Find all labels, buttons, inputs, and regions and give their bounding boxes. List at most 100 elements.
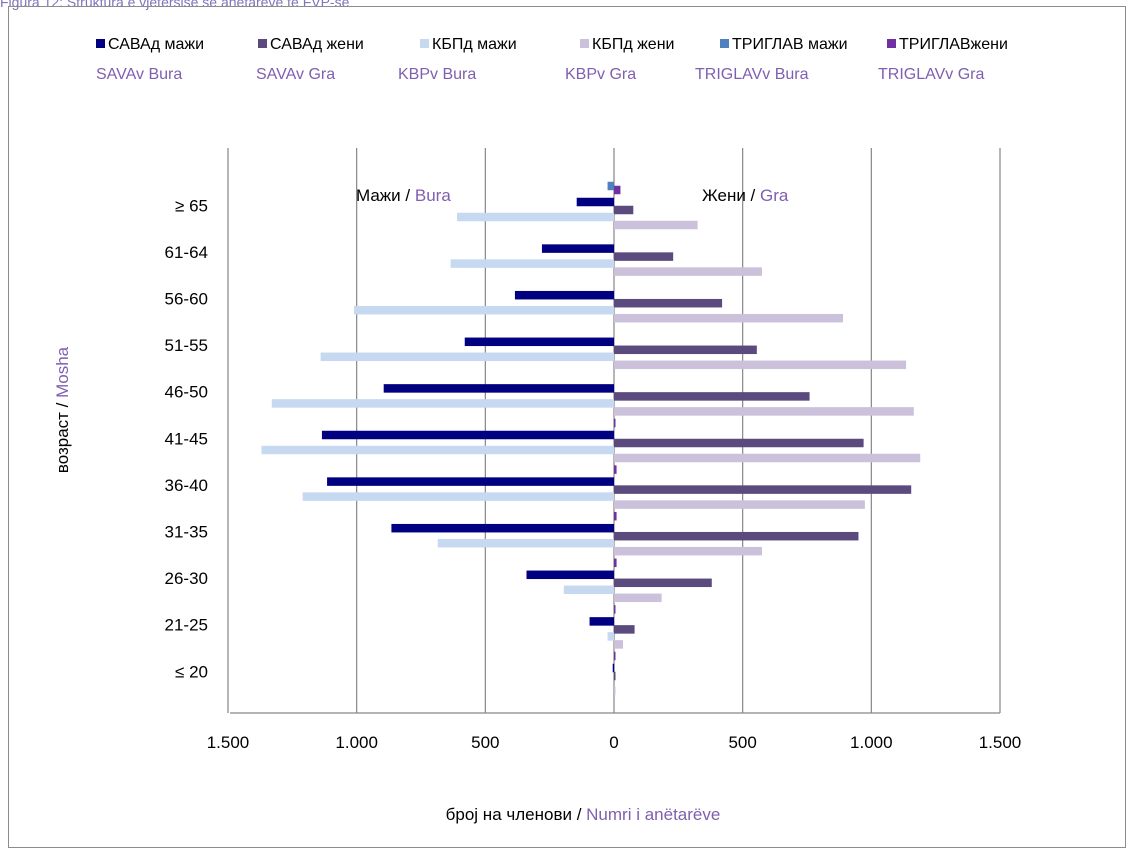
bar [614,418,616,428]
bar [614,686,616,696]
legend-alt-label: SAVAv Gra [256,66,335,83]
bar [614,531,859,541]
legend-label: КБПд жени [592,36,674,53]
legend-label: ТРИГЛАВ мажи [732,36,848,53]
left-annotation-sep: / [401,186,415,205]
bar [541,244,614,253]
figure-caption: Figura 12: Struktura e vjetërsisë së anë… [0,0,350,10]
legend-alt-label: SAVAv Bura [96,66,182,83]
bar [614,205,634,215]
bar-layer [261,181,921,696]
right-annotation: Жени / Gra [702,186,789,205]
bar [614,438,864,448]
y-category-label: ≥ 65 [175,196,208,215]
bar [321,430,614,440]
y-category-label: 46-50 [165,383,208,402]
y-category-label: ≤ 20 [175,662,208,681]
legend-alt-label: KBPv Gra [565,66,636,83]
legend-alt-label: TRIGLAVv Bura [695,66,809,83]
y-category-label: 56-60 [165,290,208,309]
bar [589,617,614,626]
y-category-label: 51-55 [165,336,208,355]
bar [383,384,614,393]
legend-swatch [580,39,589,48]
legend-label: САВАд жени [270,36,364,53]
bar [614,605,616,614]
bar [614,407,914,416]
right-annotation-mk: Жени [702,186,746,205]
bar [271,399,614,408]
bar [614,485,912,494]
y-category-label: 61-64 [165,243,208,262]
bar [514,290,614,300]
bar [614,671,616,681]
grid-layer [227,148,1001,714]
y-category-label: 21-25 [165,616,208,635]
x-tick-label: 1.500 [207,733,250,752]
x-tick-label: 0 [609,733,618,752]
legend-label: САВАд мажи [108,36,204,53]
bar [614,392,810,401]
bar [614,465,617,474]
x-tick-label: 1.500 [979,733,1022,752]
bar [614,625,635,634]
bar [614,558,617,568]
bar [614,185,621,195]
x-axis-title: број на членови / Numri i anëtarëve [446,805,721,824]
bar [614,267,762,276]
x-tick-label: 1.000 [335,733,378,752]
y-axis-title-mk: возраст [53,412,72,473]
bar [614,220,698,230]
y-axis-title-sep: / [53,398,72,412]
bar [614,640,624,649]
legend-alt-label: TRIGLAVv Gra [878,66,984,83]
right-annotation-sq: Gra [760,186,789,205]
bar [607,181,614,191]
y-category-label: 41-45 [165,429,208,448]
bar [526,570,614,580]
bar [576,197,614,207]
left-annotation: Мажи / Bura [356,186,451,205]
legend-label: КБПд мажи [432,36,517,53]
x-axis-title-sep: / [572,805,586,824]
bar [391,523,614,533]
bar [614,578,712,588]
x-tick-label: 500 [728,733,756,752]
bar [614,546,762,556]
bar [261,445,614,455]
legend-swatch [887,39,896,48]
y-axis-title-sq: Mosha [53,346,72,398]
label-layer: 1.500 1.000 500 0 500 1.000 1.500 ≤ 20 21-25 26-3… [165,196,1022,752]
bar [612,663,615,673]
bar [614,252,674,261]
y-category-label: 26-30 [165,569,208,588]
x-axis-title-sq: Numri i anëtarëve [586,805,720,824]
legend-alt-label: KBPv Bura [398,66,476,83]
legend-swatch [258,39,267,48]
x-tick-label: 500 [471,733,499,752]
right-annotation-sep: / [746,186,760,205]
bar [437,538,614,548]
y-category-label: 36-40 [165,476,208,495]
legend-swatch [420,39,429,48]
y-axis-title: возраст / Mosha [53,346,72,473]
bar [614,360,907,370]
y-category-label: 31-35 [165,523,208,542]
bar [320,352,614,362]
left-annotation-mk: Мажи [356,186,401,205]
legend-swatch [96,39,105,48]
x-axis-title-mk: број на членови [446,805,572,824]
bar [450,259,614,268]
bar [614,345,757,355]
bar [457,212,614,222]
bar [327,477,614,486]
bar [614,298,723,308]
bar [614,651,616,661]
bar [464,337,614,347]
bar [614,313,844,323]
bar [302,492,614,501]
bar [614,593,662,603]
bar [563,585,614,595]
bar [614,453,921,463]
